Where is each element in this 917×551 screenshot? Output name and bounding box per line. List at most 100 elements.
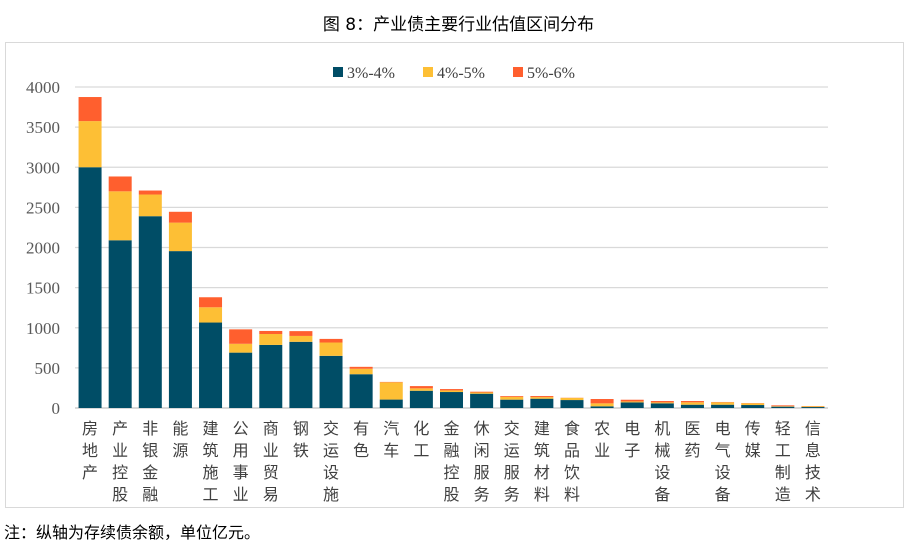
x-tick-label: 商业贸易 (263, 420, 279, 504)
y-tick-label: 500 (35, 359, 61, 378)
x-tick-label: 化工 (413, 420, 429, 460)
bar-segment (680, 404, 704, 408)
x-tick-label: 交运服务 (504, 420, 520, 504)
y-tick-label: 4000 (26, 78, 60, 97)
bar-segment (289, 341, 313, 408)
bar-segment (168, 222, 192, 252)
x-tick-label: 医药 (684, 421, 700, 460)
bar-segment (440, 389, 463, 391)
legend-swatch (333, 67, 343, 77)
bar-segment (711, 404, 735, 408)
bar-segment (650, 402, 674, 404)
y-tick-label: 1000 (26, 319, 60, 338)
bar-segment (229, 352, 253, 408)
bar-segment (259, 330, 283, 335)
bar-segment (530, 396, 554, 398)
bar-segment (168, 251, 192, 408)
bar-segment (470, 393, 494, 408)
bar-segment (500, 399, 524, 408)
bar-segment (620, 399, 644, 402)
chart-title: 图 8：产业债主要行业估值区间分布 (322, 15, 595, 35)
bar-segment (199, 297, 223, 308)
bar-segment (78, 121, 102, 168)
bar-segment (259, 344, 283, 408)
bar-segment (500, 396, 524, 400)
bar-segment (590, 403, 614, 407)
x-tick-label: 食品饮料 (564, 420, 580, 504)
y-tick-label: 3500 (26, 118, 60, 137)
bar-segment (620, 401, 644, 403)
bar-segment (801, 406, 825, 408)
bar-segment (138, 216, 162, 408)
bar-segment (680, 402, 704, 405)
x-tick-label: 公用事业 (233, 421, 249, 504)
bar-segment (199, 322, 223, 408)
x-tick-label: 有色 (353, 420, 369, 460)
legend-label: 4%-5% (437, 65, 485, 82)
legend-swatch (423, 67, 433, 77)
legend-label: 3%-4% (347, 65, 395, 82)
legend-swatch (513, 67, 523, 77)
bar-segment (78, 167, 102, 408)
bar-segment (349, 366, 373, 369)
bar-segment (741, 405, 765, 408)
bar-segment (199, 307, 223, 323)
bar-segment (440, 392, 463, 408)
x-tick-label: 金融控股 (443, 420, 459, 504)
bar-segment (379, 382, 403, 400)
bar-segment (440, 390, 463, 393)
x-tick-label: 信息技术 (805, 420, 821, 504)
bar-segment (78, 97, 102, 122)
bar-segment (771, 405, 795, 407)
bar-segment (259, 334, 283, 345)
bar-segment (289, 331, 313, 336)
bar-segment (108, 191, 132, 241)
x-tick-label: 房地产 (82, 420, 98, 482)
chart-frame (5, 42, 904, 508)
y-tick-label: 1500 (26, 279, 60, 298)
bar-segment (470, 392, 494, 394)
bar-segment (650, 401, 674, 403)
bar-segment (409, 386, 433, 389)
bar-segment (168, 211, 192, 223)
y-tick-label: 0 (52, 399, 61, 418)
x-tick-label: 汽车 (383, 420, 399, 460)
bar-segment (711, 402, 735, 405)
x-tick-label: 建筑材料 (534, 420, 550, 504)
y-tick-label: 3000 (26, 158, 60, 177)
bar-segment (530, 397, 554, 399)
x-tick-label: 机械设备 (654, 420, 670, 504)
bar-segment (801, 407, 825, 408)
bar-segment (560, 400, 584, 408)
chart-note: 注：纵轴为存续债余额，单位亿元。 (4, 523, 261, 542)
bar-segment (138, 194, 162, 217)
bar-segment (319, 338, 343, 343)
x-tick-label: 产业控股 (112, 420, 128, 504)
bar-segment (349, 368, 373, 375)
bar-segment (771, 406, 795, 408)
y-tick-label: 2000 (26, 239, 60, 258)
bar-segment (500, 396, 524, 397)
bar-segment (530, 398, 554, 408)
x-tick-label: 传媒 (745, 420, 761, 460)
x-tick-label: 轻工制造 (775, 420, 791, 504)
bar-segment (108, 240, 132, 408)
bar-segment (680, 401, 704, 403)
bar-segment (379, 399, 403, 408)
bar-segment (229, 329, 253, 344)
bar-segment (409, 390, 433, 408)
x-tick-label: 农业 (594, 420, 610, 460)
x-tick-label: 能源 (172, 420, 188, 460)
x-tick-label: 钢铁 (293, 420, 309, 460)
bar-segment (470, 391, 494, 393)
x-tick-label: 交运设施 (323, 420, 339, 504)
bar-segment (560, 397, 584, 401)
bar-segment (229, 343, 253, 353)
bar-segment (289, 335, 313, 342)
bar-segment (138, 190, 162, 195)
bar-segment (409, 388, 433, 391)
x-tick-label: 非银金融 (142, 420, 158, 504)
x-tick-label: 电子 (624, 420, 640, 460)
bar-segment (590, 399, 614, 404)
